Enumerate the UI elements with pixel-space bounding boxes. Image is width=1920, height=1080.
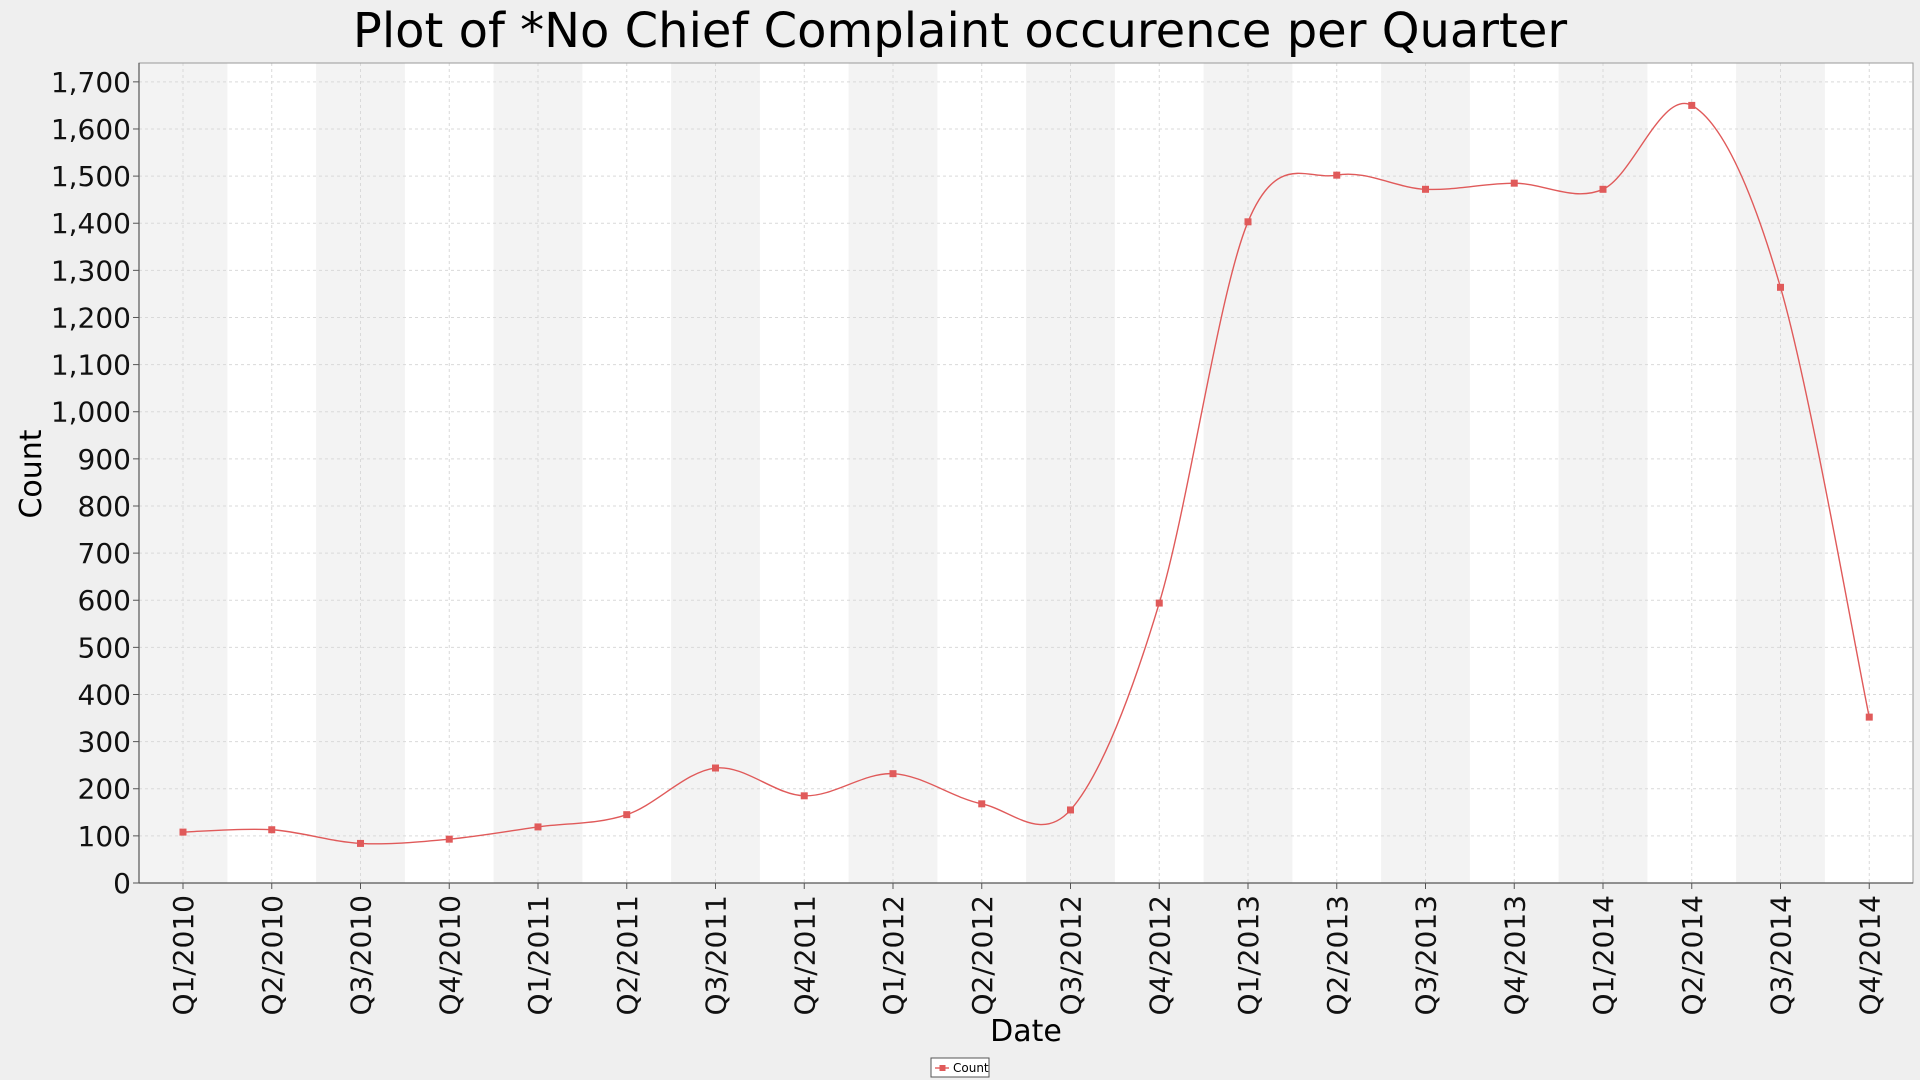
y-tick-label-800: 800 (78, 490, 131, 523)
y-tick-label-900: 900 (78, 443, 131, 476)
data-point-Q3/2011 (712, 764, 719, 772)
data-point-Q1/2013 (1244, 218, 1252, 226)
x-tick-label-Q1/2013: Q1/2013 (1232, 895, 1265, 1016)
grid-lines (139, 63, 1913, 884)
y-tick-label-100: 100 (78, 820, 131, 853)
y-tick-label-200: 200 (78, 773, 131, 806)
data-point-Q2/2012 (978, 800, 986, 808)
x-tick-label-Q2/2010: Q2/2010 (256, 895, 289, 1016)
legend-box (930, 1057, 990, 1078)
y-tick-label-600: 600 (78, 584, 131, 617)
y-tick-label-700: 700 (78, 537, 131, 570)
legend-marker (939, 1065, 946, 1071)
data-point-Q1/2011 (534, 823, 542, 831)
x-tick-label-Q1/2014: Q1/2014 (1587, 895, 1620, 1016)
data-point-Q4/2014 (1865, 713, 1873, 721)
data-point-Q2/2014 (1688, 101, 1696, 109)
y-tick-label-400: 400 (78, 678, 131, 711)
x-tick-label-Q3/2013: Q3/2013 (1410, 895, 1443, 1016)
x-tick-label-Q3/2010: Q3/2010 (345, 895, 378, 1016)
data-point-Q3/2014 (1777, 283, 1784, 291)
data-point-Q4/2013 (1510, 179, 1518, 187)
x-axis-label: Date (990, 1014, 1062, 1049)
x-tick-label-Q4/2012: Q4/2012 (1143, 895, 1176, 1016)
y-tick-label-1100: 1,100 (51, 349, 131, 382)
y-tick-label-300: 300 (78, 726, 131, 759)
y-tick-label-1700: 1,700 (51, 66, 131, 99)
data-point-Q2/2013 (1333, 171, 1341, 179)
x-tick-label-Q1/2011: Q1/2011 (522, 895, 555, 1016)
data-point-Q1/2012 (889, 770, 897, 778)
chart-title: Plot of *No Chief Complaint occurence pe… (353, 3, 1568, 59)
y-tick-label-1000: 1,000 (51, 396, 131, 429)
data-point-Q1/2014 (1599, 185, 1607, 193)
y-axis-label: Count (14, 429, 49, 518)
y-tick-label-1300: 1,300 (51, 254, 131, 287)
y-tick-label-1200: 1,200 (51, 301, 131, 334)
x-tick-label-Q3/2012: Q3/2012 (1055, 895, 1088, 1016)
legend: Count (930, 1057, 990, 1078)
series-line-0 (182, 102, 1870, 845)
data-point-Q3/2010 (357, 839, 364, 847)
legend-series-label: Count (953, 1061, 989, 1075)
x-tick-label-Q1/2012: Q1/2012 (877, 895, 910, 1016)
y-tick-label-1500: 1,500 (51, 160, 131, 193)
x-tick-label-Q2/2014: Q2/2014 (1676, 895, 1709, 1016)
y-axis-ticks: 0 100 200 300 400 500 600 700 800 900 1,000 1,100 1,… (51, 66, 139, 900)
y-tick-label-1400: 1,400 (51, 207, 131, 240)
y-tick-label-500: 500 (78, 631, 131, 664)
x-tick-label-Q4/2014: Q4/2014 (1853, 895, 1886, 1016)
data-point-Q4/2011 (800, 792, 808, 800)
data-point-Q2/2010 (268, 826, 276, 834)
x-tick-label-Q2/2013: Q2/2013 (1321, 895, 1354, 1016)
data-point-Q3/2013 (1422, 185, 1429, 193)
x-tick-label-Q2/2012: Q2/2012 (966, 895, 999, 1016)
x-axis-ticks: Q1/2010 Q2/2010 Q3/2010 Q4/2010 Q1/2011 Q2/20… (167, 883, 1886, 1016)
x-tick-label-Q1/2010: Q1/2010 (167, 895, 200, 1016)
data-point-Q3/2012 (1067, 806, 1074, 814)
x-tick-label-Q3/2011: Q3/2011 (700, 895, 733, 1016)
x-tick-label-Q4/2010: Q4/2010 (433, 895, 466, 1016)
x-tick-label-Q2/2011: Q2/2011 (611, 895, 644, 1016)
x-tick-label-Q4/2011: Q4/2011 (788, 895, 821, 1016)
data-point-Q4/2010 (445, 835, 453, 843)
data-point-Q1/2010 (179, 828, 187, 836)
series-layer (179, 101, 1873, 847)
y-tick-label-0: 0 (113, 867, 131, 900)
x-tick-label-Q3/2014: Q3/2014 (1765, 895, 1798, 1016)
data-point-Q4/2012 (1155, 599, 1163, 607)
axes (138, 62, 1914, 884)
y-tick-label-1600: 1,600 (51, 113, 131, 146)
x-tick-label-Q4/2013: Q4/2013 (1498, 895, 1531, 1016)
data-point-Q2/2011 (623, 811, 631, 819)
